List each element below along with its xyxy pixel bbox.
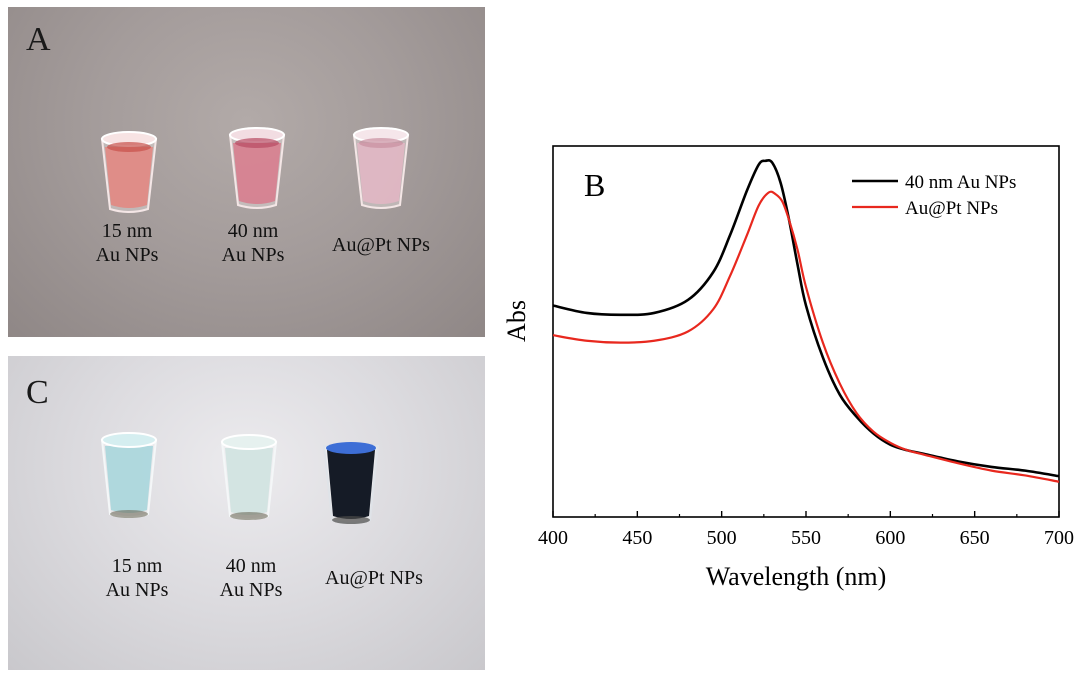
- caption-c-2: 40 nm Au NPs: [206, 554, 296, 602]
- panel-label-b: B: [584, 167, 605, 203]
- caption-c-1-line1: 15 nm: [111, 555, 163, 577]
- x-tick-label: 600: [875, 527, 905, 549]
- caption-a-1-line2: Au NPs: [95, 244, 159, 266]
- vial-a-3: [352, 127, 410, 209]
- caption-c-2-line1: 40 nm: [225, 555, 277, 577]
- series-layer: [552, 158, 1060, 483]
- liquid-a-2: [233, 143, 281, 204]
- caption-c-2-line2: Au NPs: [219, 579, 283, 601]
- x-axis-ticks: 400 450 500 550 600 650 700: [538, 511, 1074, 549]
- vial-c-2: [220, 434, 278, 520]
- x-tick-label: 550: [791, 527, 821, 549]
- liquid-c-3: [327, 450, 375, 519]
- liquid-c-2: [225, 448, 273, 515]
- caption-a-2-line1: 40 nm: [227, 220, 279, 242]
- panel-label-a: A: [26, 21, 51, 58]
- x-axis-title: Wavelength (nm): [706, 562, 887, 591]
- vial-c-1: [100, 432, 158, 518]
- liquid-a-1: [105, 147, 153, 208]
- legend-label-0: 40 nm Au NPs: [905, 172, 1016, 193]
- series-line-1: [552, 190, 1060, 483]
- caption-a-3: Au@Pt NPs: [316, 233, 446, 257]
- x-tick-label: 400: [538, 527, 568, 549]
- x-tick-label: 700: [1044, 527, 1074, 549]
- x-tick-label: 650: [960, 527, 990, 549]
- caption-c-1-line2: Au NPs: [105, 579, 169, 601]
- photo-panel-a: A 15 nm Au NPs 40 nm Au NPs Au@Pt NPs: [8, 7, 485, 337]
- vial-a-1: [100, 131, 158, 213]
- caption-c-3-line1: Au@Pt NPs: [325, 567, 423, 589]
- caption-a-2-line2: Au NPs: [221, 244, 285, 266]
- photo-panel-c: C 15 nm Au NPs 40 nm Au NPs Au@Pt NPs: [8, 356, 485, 670]
- legend-label-1: Au@Pt NPs: [905, 198, 998, 219]
- vial-a-2: [228, 127, 286, 209]
- caption-a-1-line1: 15 nm: [101, 220, 153, 242]
- liquid-a-3: [357, 143, 405, 204]
- caption-a-3-line1: Au@Pt NPs: [332, 234, 430, 256]
- caption-a-2: 40 nm Au NPs: [208, 219, 298, 267]
- panel-label-c: C: [26, 374, 49, 411]
- vial-c-3: [322, 442, 380, 524]
- liquid-c-1: [105, 446, 153, 513]
- x-tick-label: 450: [622, 527, 652, 549]
- caption-c-1: 15 nm Au NPs: [92, 554, 182, 602]
- legend: 40 nm Au NPs Au@Pt NPs: [852, 172, 1016, 219]
- caption-a-1: 15 nm Au NPs: [82, 219, 172, 267]
- caption-c-3: Au@Pt NPs: [304, 566, 444, 590]
- y-axis-title: Abs: [502, 300, 531, 342]
- x-tick-label: 500: [707, 527, 737, 549]
